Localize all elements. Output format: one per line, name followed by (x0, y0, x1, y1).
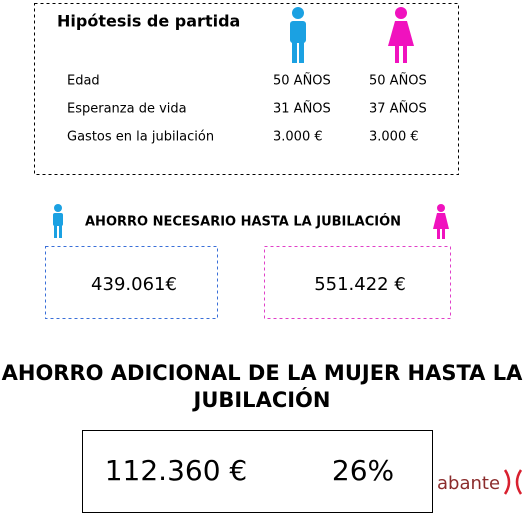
women-savings-box (264, 246, 451, 319)
row-label: Gastos en la jubilación (67, 130, 214, 145)
women-value: 50 AÑOS (369, 73, 427, 89)
additional-box (82, 430, 433, 513)
row-label: Edad (67, 74, 100, 89)
hypotheses-box (34, 3, 459, 175)
additional-amount: 112.360 € (105, 454, 248, 487)
additional-title: JUBILACIÓN (192, 387, 331, 412)
male-icon (290, 7, 306, 63)
male-icon-small (53, 204, 63, 238)
women-value: 3.000 € (369, 130, 419, 145)
women-value: 37 AÑOS (369, 101, 427, 117)
additional-title: AHORRO ADICIONAL DE LA MUJER HASTA LA (2, 361, 523, 385)
additional-percent: 26% (332, 454, 394, 487)
row-label: Esperanza de vida (67, 102, 187, 117)
logo: abante (437, 473, 500, 494)
savings-title: AHORRO NECESARIO HASTA LA JUBILACIÓN (85, 214, 401, 230)
logo-symbol (503, 469, 523, 495)
women-savings: 551.422 € (314, 274, 406, 295)
men-savings-box (45, 246, 218, 319)
men-value: 31 AÑOS (273, 101, 331, 117)
men-value: 3.000 € (273, 130, 323, 145)
men-savings: 439.061€ (91, 274, 177, 295)
female-icon-small (433, 204, 449, 239)
female-icon (388, 7, 414, 63)
men-value: 50 AÑOS (273, 73, 331, 89)
hypotheses-title: Hipótesis de partida (57, 12, 240, 31)
